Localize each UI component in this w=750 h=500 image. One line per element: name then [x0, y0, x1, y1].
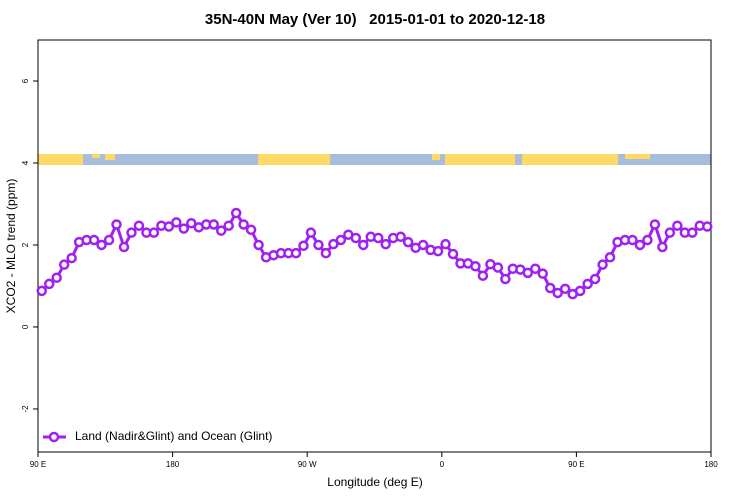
y-tick-label: 2: [21, 242, 30, 247]
data-point: [36, 285, 47, 297]
x-tick-label: 90 W: [298, 460, 317, 469]
land-strip: [258, 154, 330, 165]
data-point: [597, 259, 608, 270]
data-point: [477, 270, 489, 281]
land-strip: [445, 154, 515, 165]
data-point: [657, 241, 668, 253]
data-point: [589, 273, 601, 285]
data-point: [417, 239, 429, 251]
data-point: [492, 262, 504, 273]
y-tick-label: 0: [21, 324, 30, 329]
data-point: [230, 207, 242, 219]
data-point: [522, 267, 534, 279]
data-point: [574, 285, 586, 297]
data-point: [111, 219, 122, 230]
data-point: [96, 239, 107, 251]
data-point: [687, 227, 698, 238]
data-point: [537, 268, 548, 279]
data-point: [664, 227, 676, 238]
data-point: [298, 240, 309, 252]
x-tick-label: 90 E: [568, 460, 584, 469]
data-point: [380, 238, 391, 250]
data-point: [245, 224, 257, 236]
ocean-strip: [38, 154, 711, 165]
data-point: [582, 278, 593, 290]
x-tick-label: 180: [704, 460, 718, 469]
data-point: [178, 223, 190, 234]
data-point: [51, 272, 62, 284]
data-point: [447, 248, 459, 260]
x-axis-label: Longitude (deg E): [327, 475, 422, 489]
x-tick-label: 90 E: [30, 460, 46, 469]
data-point: [530, 263, 541, 275]
data-point: [642, 234, 653, 246]
y-axis-label: XCO2 - MLO trend (ppm): [4, 179, 18, 314]
data-point: [58, 259, 70, 270]
data-point: [163, 221, 175, 232]
data-point: [350, 232, 362, 244]
land-strip: [522, 154, 618, 165]
data-point: [320, 247, 332, 259]
data-point: [402, 236, 414, 248]
data-point: [649, 219, 661, 230]
legend-marker: [48, 431, 60, 443]
data-point: [253, 239, 264, 251]
data-point: [604, 252, 616, 263]
data-point: [328, 238, 339, 250]
data-point: [358, 239, 369, 251]
data-point: [103, 234, 115, 246]
data-point: [335, 234, 347, 246]
y-tick-label: -2: [21, 405, 30, 413]
data-point: [702, 221, 713, 232]
data-point: [118, 241, 130, 253]
data-point: [223, 220, 234, 231]
data-point: [313, 239, 324, 251]
data-point: [208, 219, 219, 230]
data-point: [552, 287, 563, 299]
land-strip: [625, 154, 650, 159]
legend-label: Land (Nadir&Glint) and Ocean (Glint): [75, 429, 272, 443]
data-point: [559, 283, 571, 295]
data-point: [66, 252, 77, 264]
data-point: [470, 261, 481, 272]
data-point: [238, 219, 249, 230]
land-strip: [105, 154, 115, 160]
chart-title: 35N-40N May (Ver 10) 2015-01-01 to 2020-…: [205, 11, 545, 28]
land-strip: [92, 154, 100, 158]
data-point: [544, 282, 556, 294]
surface-strip: [38, 154, 711, 165]
land-strip: [432, 154, 440, 160]
data-point: [133, 220, 145, 231]
data-point: [171, 217, 182, 228]
data-point: [395, 231, 406, 243]
x-tick-label: 0: [440, 460, 445, 469]
data-point: [290, 247, 302, 259]
data-point: [88, 234, 100, 246]
plot-frame: [37, 39, 712, 453]
data-point: [148, 227, 160, 238]
data-point: [215, 225, 227, 236]
data-point: [672, 220, 683, 231]
data-point: [372, 232, 384, 244]
land-strip: [38, 154, 83, 165]
data-point: [634, 239, 646, 251]
data-point: [186, 217, 197, 229]
data-point: [500, 273, 511, 285]
data-point: [440, 238, 451, 250]
data-point: [432, 245, 444, 257]
y-tick-label: 6: [21, 78, 30, 83]
data-point: [627, 234, 638, 246]
y-tick-label: 4: [21, 160, 30, 165]
data-point: [305, 227, 317, 238]
data-point: [126, 227, 137, 238]
x-tick-label: 180: [166, 460, 180, 469]
data-point: [43, 278, 55, 290]
